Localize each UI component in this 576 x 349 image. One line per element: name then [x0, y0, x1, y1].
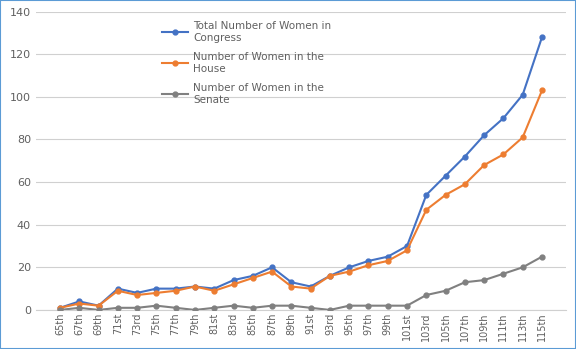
Total Number of Women in
Congress: [288, 280, 295, 284]
Total Number of Women in
Congress: [56, 306, 63, 310]
Number of Women in the
House: [95, 304, 102, 308]
Number of Women in the
Senate: [172, 306, 179, 310]
Number of Women in the
House: [230, 282, 237, 287]
Total Number of Women in
Congress: [539, 35, 545, 39]
Number of Women in the
Senate: [249, 306, 256, 310]
Total Number of Women in
Congress: [404, 244, 411, 248]
Line: Number of Women in the
Senate: Number of Women in the Senate: [58, 254, 544, 312]
Total Number of Women in
Congress: [211, 287, 218, 291]
Number of Women in the
Senate: [95, 308, 102, 312]
Total Number of Women in
Congress: [268, 265, 275, 269]
Total Number of Women in
Congress: [384, 254, 391, 259]
Number of Women in the
House: [56, 306, 63, 310]
Number of Women in the
House: [76, 302, 83, 306]
Number of Women in the
House: [134, 293, 141, 297]
Total Number of Women in
Congress: [172, 287, 179, 291]
Line: Number of Women in the
House: Number of Women in the House: [58, 88, 544, 310]
Number of Women in the
Senate: [268, 304, 275, 308]
Total Number of Women in
Congress: [500, 116, 507, 120]
Total Number of Women in
Congress: [327, 274, 334, 278]
Number of Women in the
Senate: [442, 289, 449, 293]
Number of Women in the
House: [288, 284, 295, 289]
Number of Women in the
Senate: [76, 306, 83, 310]
Number of Women in the
House: [423, 208, 430, 212]
Total Number of Women in
Congress: [230, 278, 237, 282]
Total Number of Women in
Congress: [115, 287, 122, 291]
Total Number of Women in
Congress: [249, 274, 256, 278]
Total Number of Women in
Congress: [423, 193, 430, 197]
Number of Women in the
House: [153, 291, 160, 295]
Total Number of Women in
Congress: [461, 155, 468, 159]
Number of Women in the
Senate: [134, 306, 141, 310]
Number of Women in the
House: [346, 269, 353, 274]
Number of Women in the
Senate: [211, 306, 218, 310]
Number of Women in the
House: [115, 289, 122, 293]
Total Number of Women in
Congress: [346, 265, 353, 269]
Number of Women in the
House: [268, 269, 275, 274]
Number of Women in the
Senate: [384, 304, 391, 308]
Number of Women in the
House: [461, 182, 468, 186]
Number of Women in the
House: [384, 259, 391, 263]
Number of Women in the
Senate: [500, 272, 507, 276]
Number of Women in the
Senate: [461, 280, 468, 284]
Total Number of Women in
Congress: [95, 304, 102, 308]
Number of Women in the
Senate: [230, 304, 237, 308]
Total Number of Women in
Congress: [365, 259, 372, 263]
Number of Women in the
Senate: [327, 308, 334, 312]
Total Number of Women in
Congress: [153, 287, 160, 291]
Number of Women in the
House: [249, 276, 256, 280]
Number of Women in the
Senate: [539, 254, 545, 259]
Number of Women in the
Senate: [191, 308, 198, 312]
Number of Women in the
House: [442, 193, 449, 197]
Total Number of Women in
Congress: [134, 291, 141, 295]
Number of Women in the
House: [404, 248, 411, 252]
Number of Women in the
House: [481, 163, 488, 167]
Total Number of Women in
Congress: [76, 299, 83, 304]
Number of Women in the
Senate: [423, 293, 430, 297]
Number of Women in the
Senate: [404, 304, 411, 308]
Number of Women in the
Senate: [56, 308, 63, 312]
Number of Women in the
House: [539, 88, 545, 92]
Number of Women in the
Senate: [346, 304, 353, 308]
Total Number of Women in
Congress: [481, 133, 488, 137]
Number of Women in the
Senate: [115, 306, 122, 310]
Legend: Total Number of Women in
Congress, Number of Women in the
House, Number of Women: Total Number of Women in Congress, Numbe…: [158, 17, 335, 109]
Number of Women in the
House: [191, 284, 198, 289]
Number of Women in the
Senate: [519, 265, 526, 269]
Number of Women in the
Senate: [153, 304, 160, 308]
Number of Women in the
House: [211, 289, 218, 293]
Number of Women in the
House: [327, 274, 334, 278]
Line: Total Number of Women in
Congress: Total Number of Women in Congress: [58, 35, 544, 310]
Number of Women in the
House: [500, 152, 507, 156]
Number of Women in the
House: [519, 135, 526, 140]
Number of Women in the
House: [307, 287, 314, 291]
Number of Women in the
Senate: [288, 304, 295, 308]
Total Number of Women in
Congress: [442, 173, 449, 178]
Number of Women in the
Senate: [307, 306, 314, 310]
Total Number of Women in
Congress: [307, 284, 314, 289]
Total Number of Women in
Congress: [519, 92, 526, 97]
Number of Women in the
Senate: [365, 304, 372, 308]
Total Number of Women in
Congress: [191, 284, 198, 289]
Number of Women in the
Senate: [481, 278, 488, 282]
Number of Women in the
House: [365, 263, 372, 267]
Number of Women in the
House: [172, 289, 179, 293]
